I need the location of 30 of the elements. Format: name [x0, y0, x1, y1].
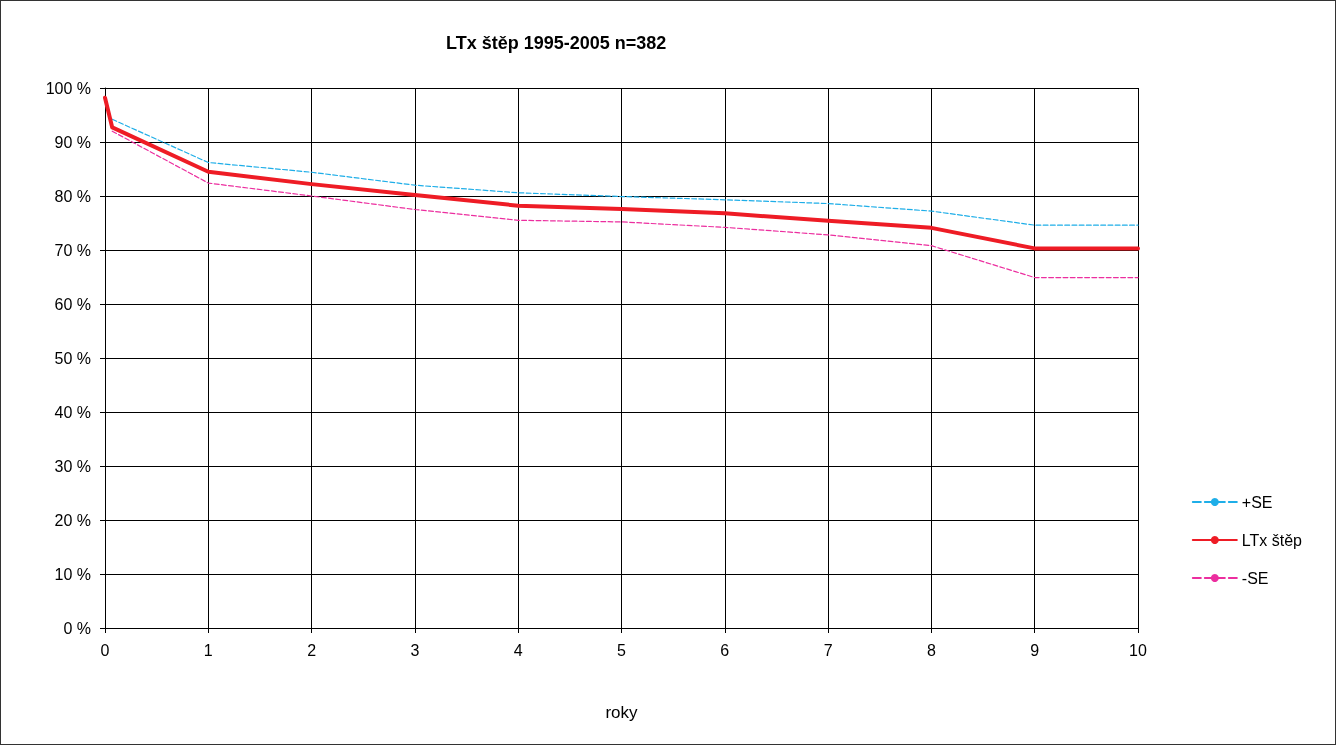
x-tick-label: 6 [720, 641, 730, 659]
x-tick-label: 5 [617, 641, 627, 659]
y-tick-label: 20 % [54, 511, 91, 529]
x-tick-label: 10 [1129, 641, 1147, 659]
y-tick-label: 50 % [54, 349, 91, 367]
x-tick-label: 7 [823, 641, 833, 659]
legend-label: LTx štěp [1241, 531, 1303, 549]
y-tick-label: 0 % [63, 619, 91, 637]
line-series [111, 130, 1139, 279]
y-tick-label: 80 % [54, 187, 91, 205]
chart-title: LTx štěp 1995-2005 n=382 [446, 33, 667, 53]
y-tick-label: 90 % [54, 133, 91, 151]
x-tick-label: 2 [307, 641, 317, 659]
x-tick-label: 0 [100, 641, 110, 659]
y-tick-label: 40 % [54, 403, 91, 421]
y-tick-label: 60 % [54, 295, 91, 313]
line-series [103, 95, 1140, 251]
legend-label: +SE [1241, 493, 1273, 511]
line-series [111, 118, 1139, 226]
x-tick-label: 9 [1030, 641, 1040, 659]
y-tick-label: 100 % [45, 79, 91, 97]
x-axis-title: roky [605, 703, 639, 722]
x-tick-label: 4 [513, 641, 523, 659]
y-tick-label: 70 % [54, 241, 91, 259]
y-tick-label: 30 % [54, 457, 91, 475]
x-tick-label: 8 [926, 641, 936, 659]
x-tick-label: 3 [410, 641, 420, 659]
x-tick-label: 1 [203, 641, 213, 659]
y-tick-label: 10 % [54, 565, 91, 583]
legend-label: -SE [1241, 569, 1269, 587]
